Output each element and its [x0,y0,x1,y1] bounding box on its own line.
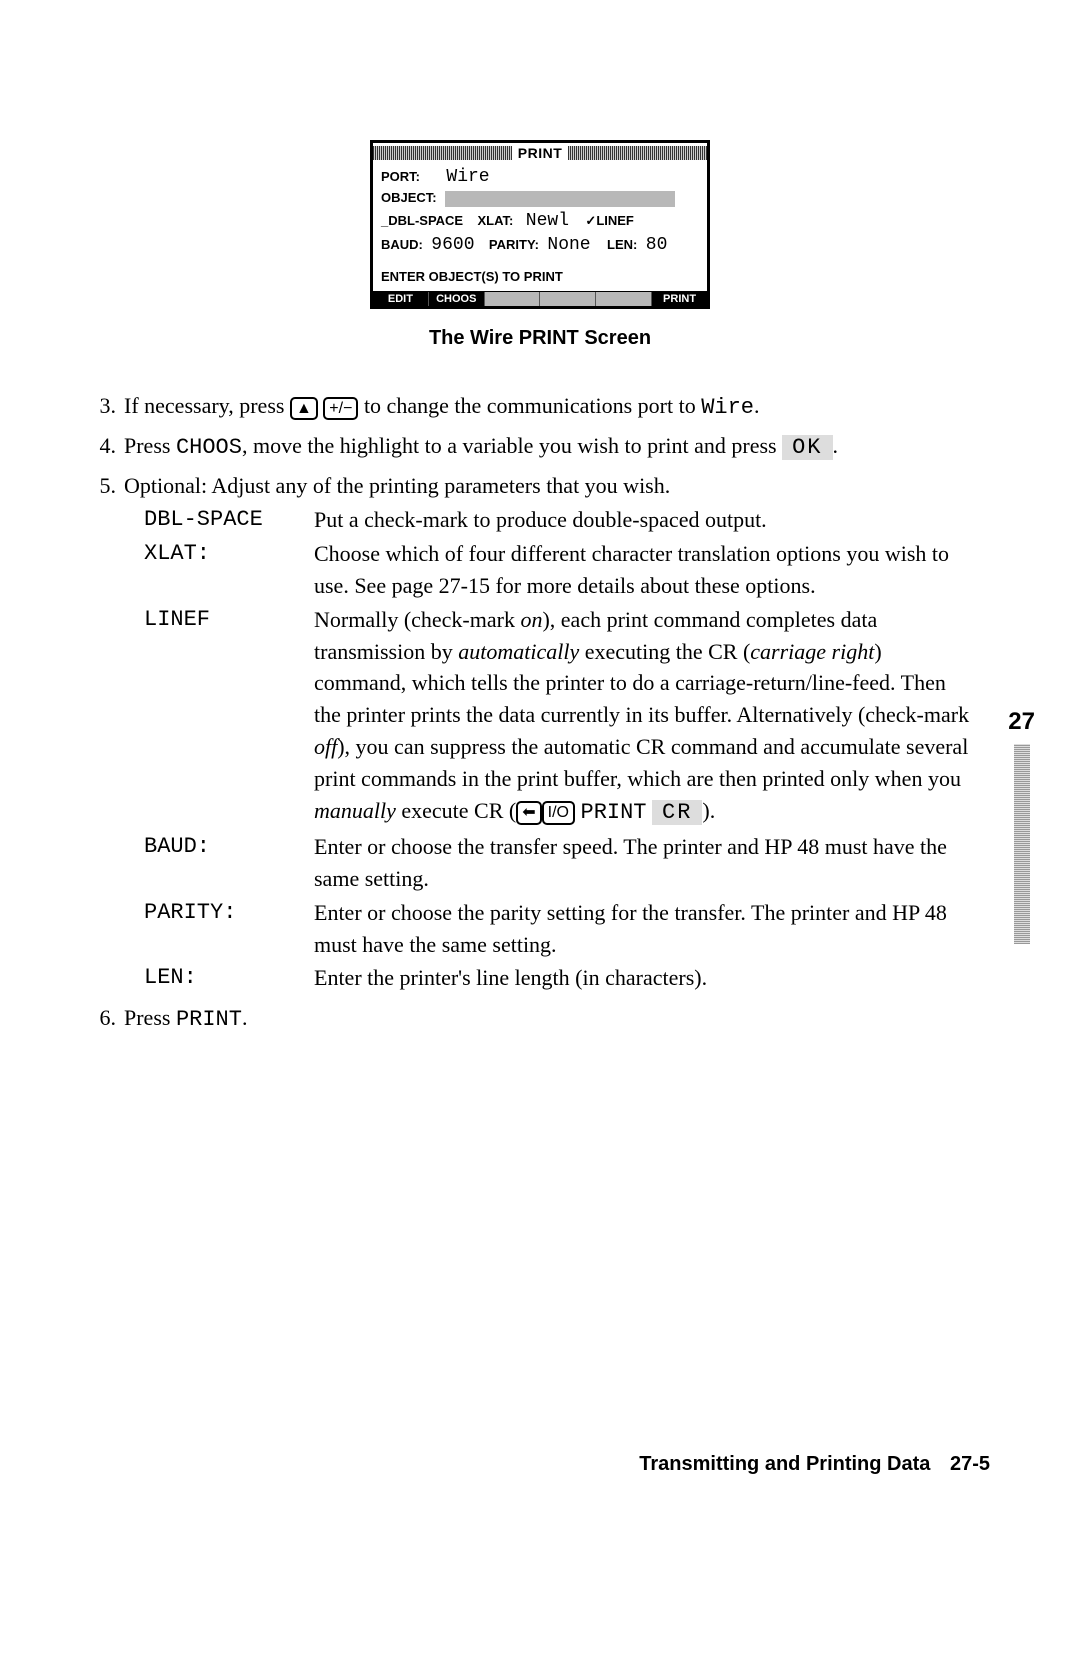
lcd-title-bar: PRINT [373,143,707,163]
lcd-hatch-left [373,146,512,160]
linef-on: on [520,607,542,632]
linef-d6: execute CR ( [396,798,516,823]
side-tab: 27 [1008,708,1035,944]
lcd-body: PORT: Wire OBJECT: _DBL-SPACE XLAT: Newl… [373,163,707,291]
content-body: 3. If necessary, press ▲ +/− to change t… [90,390,990,1036]
step-5-num: 5. [90,470,124,996]
linef-off: off [314,734,337,759]
step-6-num: 6. [90,1002,124,1036]
step-3-pre: If necessary, press [124,393,290,418]
lcd-baud-label: BAUD: [381,237,423,252]
step-4-end: . [833,433,839,458]
param-parity-label: PARITY: [144,897,314,929]
step-3-num: 3. [90,390,124,424]
lcd-menu-edit: EDIT [373,292,429,306]
page-footer: Transmitting and Printing Data 27-5 [639,1453,990,1476]
step-4: 4. Press CHOOS, move the highlight to a … [90,430,990,464]
step-3-post: to change the communications port to [364,393,701,418]
lcd-len-value: 80 [646,235,668,255]
param-linef: LINEF Normally (check-mark on), each pri… [144,604,990,829]
param-len-desc: Enter the printer's line length (in char… [314,962,990,994]
param-baud-desc: Enter or choose the transfer speed. The … [314,831,990,895]
param-baud: BAUD: Enter or choose the transfer speed… [144,831,990,895]
param-xlat-label: XLAT: [144,538,314,570]
linef-auto: automatically [458,639,579,664]
linef-d3: executing the CR ( [579,639,750,664]
lcd-menu: EDIT CHOOS PRINT [373,291,707,306]
lcd-title: PRINT [512,145,569,161]
footer-page-num: 27-5 [950,1453,990,1475]
lcd-menu-blank3 [596,292,652,306]
cursor-up-key: ▲ [290,397,318,420]
linef-d1: Normally (check-mark [314,607,520,632]
param-linef-label: LINEF [144,604,314,636]
lcd-menu-blank2 [540,292,596,306]
step-3: 3. If necessary, press ▲ +/− to change t… [90,390,990,424]
caption: The Wire PRINT Screen [90,327,990,350]
lcd-object-highlight [445,191,675,207]
param-parity-desc: Enter or choose the parity setting for t… [314,897,990,961]
io-key: I/O [542,801,575,824]
linef-cr-italic: carriage right [750,639,874,664]
lcd-screenshot: PRINT PORT: Wire OBJECT: _DBL-SPACE XLAT… [370,140,710,309]
step-4-mid: , move the highlight to a variable you w… [242,433,782,458]
lcd-port-label: PORT: [381,169,420,184]
print-mono: PRINT [176,1007,242,1032]
lcd-menu-blank1 [485,292,541,306]
lcd-port-value: Wire [446,167,489,187]
param-dblspace: DBL-SPACE Put a check-mark to produce do… [144,504,990,536]
linef-d5: ), you can suppress the automatic CR com… [314,734,968,791]
lcd-object-label: OBJECT: [381,190,437,205]
param-xlat: XLAT: Choose which of four different cha… [144,538,990,602]
param-linef-desc: Normally (check-mark on), each print com… [314,604,990,829]
param-table: DBL-SPACE Put a check-mark to produce do… [144,504,990,994]
step-5: 5. Optional: Adjust any of the printing … [90,470,990,996]
step-4-pre: Press [124,433,176,458]
wire-mono: Wire [701,395,754,420]
lcd-parity-label: PARITY: [489,237,539,252]
lcd-prompt: ENTER OBJECT(S) TO PRINT [381,268,699,286]
param-dblspace-desc: Put a check-mark to produce double-space… [314,504,990,536]
step-3-end: . [754,393,760,418]
step-6: 6. Press PRINT. [90,1002,990,1036]
lcd-linef: ✓LINEF [585,213,633,228]
lcd-menu-print: PRINT [652,292,707,306]
param-baud-label: BAUD: [144,831,314,863]
step-6-pre: Press [124,1005,176,1030]
ok-softkey: OK [782,435,832,460]
lcd-xlat-label: XLAT: [478,213,514,228]
left-shift-key: ⬅ [516,801,541,824]
lcd-menu-choos: CHOOS [429,292,485,306]
step-4-num: 4. [90,430,124,464]
param-dblspace-label: DBL-SPACE [144,504,314,536]
linef-man: manually [314,798,396,823]
linef-d7: ). [702,798,715,823]
lcd-len-label: LEN: [607,237,637,252]
param-len: LEN: Enter the printer's line length (in… [144,962,990,994]
plus-minus-key: +/− [323,397,358,420]
lcd-xlat-value: Newl [526,211,569,231]
print-softkey-mono: PRINT [581,800,647,825]
param-len-label: LEN: [144,962,314,994]
choos-mono: CHOOS [176,435,242,460]
step-6-end: . [242,1005,248,1030]
param-xlat-desc: Choose which of four different character… [314,538,990,602]
chapter-number: 27 [1008,708,1035,736]
lcd-hatch-right [568,146,707,160]
cr-softkey: CR [652,800,702,825]
param-parity: PARITY: Enter or choose the parity setti… [144,897,990,961]
side-tab-bar [1014,744,1030,944]
lcd-parity-value: None [547,235,590,255]
lcd-baud-value: 9600 [431,235,474,255]
step-5-text: Optional: Adjust any of the printing par… [124,473,670,498]
footer-title: Transmitting and Printing Data [639,1453,930,1475]
lcd-dblspace: _DBL-SPACE [381,213,463,228]
